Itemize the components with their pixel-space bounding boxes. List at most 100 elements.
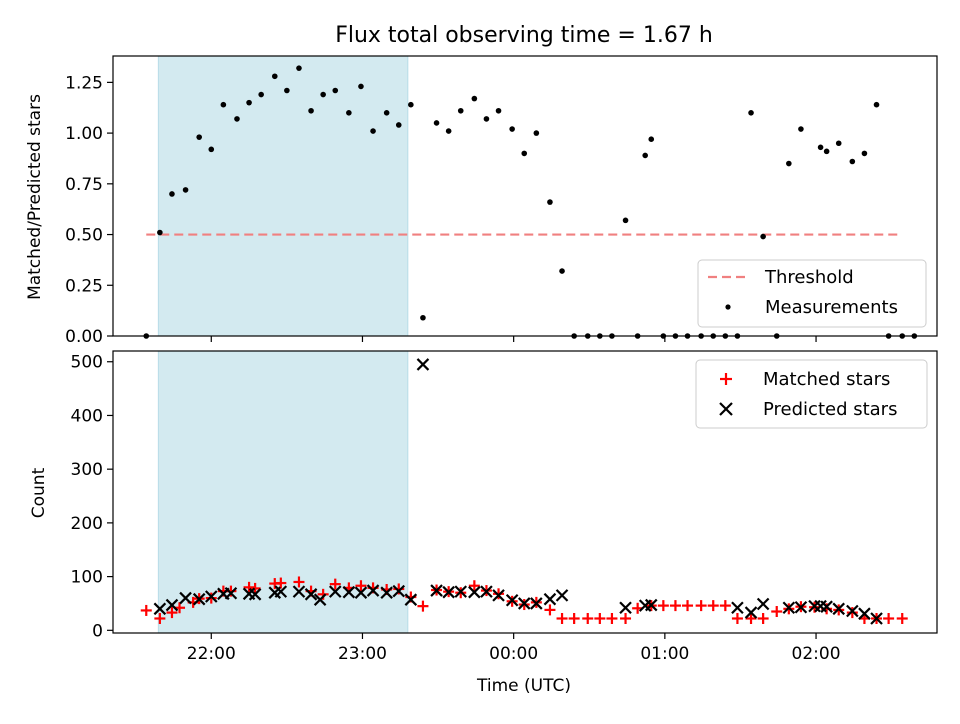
predicted-star-point [619, 601, 632, 615]
predicted-star-point [454, 585, 468, 598]
measurement-point [817, 144, 824, 151]
matched-star-point [582, 612, 594, 624]
measurement-point [521, 150, 528, 157]
matched-star-point [205, 592, 217, 604]
measurement-point [258, 91, 264, 98]
measurement-point [861, 150, 868, 157]
measurement-point [509, 126, 515, 132]
measurement-point [823, 148, 830, 155]
measurement-point [284, 87, 290, 94]
predicted-star-point [644, 598, 658, 612]
matched-star-point [154, 612, 166, 624]
measurement-point [271, 73, 278, 80]
predicted-star-point [380, 586, 393, 599]
top-panel: 0.00 0.25 0.50 0.75 1.00 1.25 Matched/Predict… [25, 55, 938, 347]
counts-series [140, 358, 908, 625]
bottom-y-tick-label: 500 [71, 353, 103, 373]
measurement-point [157, 229, 163, 236]
measurement-point [798, 126, 804, 132]
measurement-point [483, 116, 490, 122]
top-axes-frame [112, 55, 938, 337]
matched-star-point [757, 612, 769, 624]
predicted-star-point [204, 590, 218, 603]
predicted-star-point [153, 602, 167, 616]
bottom-panel: 0 100 200 300 400 500 Count 22:00 23:00 00:00 01… [29, 350, 938, 664]
predicted-star-point [404, 593, 418, 606]
measurement-point [457, 107, 464, 114]
predicted-star-point [731, 601, 744, 615]
measurement-point [648, 136, 655, 142]
x-tick-label: 22:00 [187, 644, 236, 664]
x-tick-label: 23:00 [338, 644, 387, 664]
predicted-star-point [756, 597, 770, 611]
matched-star-point [883, 612, 895, 624]
matched-star-point [468, 580, 480, 592]
predicted-star-point [354, 586, 368, 599]
bottom-y-tick-label: 0 [92, 621, 103, 641]
matched-legend-label: Matched stars [763, 369, 890, 390]
bottom-y-tick-label: 400 [71, 406, 103, 426]
top-y-tick-label: 0.50 [65, 226, 103, 246]
measurement-point [234, 116, 240, 122]
matched-star-point [771, 606, 783, 618]
predicted-star-point [468, 585, 481, 599]
predicted-star-point [248, 588, 262, 601]
top-y-tick-label: 0.75 [65, 175, 103, 195]
measurement-point [332, 87, 339, 94]
predicted-star-point [543, 592, 557, 606]
matched-star-point [669, 600, 681, 612]
measurement-point [420, 314, 426, 321]
predicted-star-point [392, 584, 406, 598]
chart-title: Flux total observing time = 1.67 h [335, 23, 713, 48]
predicted-star-point [505, 593, 519, 607]
matched-star-point [556, 612, 568, 624]
predicted-star-point [274, 585, 288, 598]
measurement-point [547, 199, 553, 205]
predicted-star-point [342, 585, 356, 599]
bottom-x-ticks: 22:00 23:00 00:00 01:00 02:00 [187, 633, 841, 664]
measurement-point [296, 65, 302, 71]
bottom-legend-box [695, 359, 928, 429]
matched-star-point [896, 612, 908, 624]
predicted-star-point [292, 585, 306, 598]
predicted-star-point [530, 597, 543, 610]
predicted-star-point [179, 591, 192, 605]
matched-star-point [140, 604, 152, 616]
matched-star-point [731, 612, 743, 624]
bottom-y-label: Count [29, 467, 49, 518]
measurement-point [169, 191, 175, 197]
measurements-legend-swatch [725, 304, 731, 310]
matched-star-point [166, 607, 178, 619]
matched-star-point [594, 612, 606, 624]
matched-star-point [606, 612, 618, 624]
measurement-point [308, 107, 314, 114]
top-legend-box [697, 259, 927, 328]
x-tick-label: 02:00 [792, 644, 841, 664]
predicted-star-point [744, 606, 758, 619]
measurement-point [533, 130, 540, 136]
measurement-point [182, 187, 189, 193]
measurement-point [208, 146, 215, 153]
measurement-point [320, 91, 326, 98]
matched-star-point [695, 600, 707, 612]
matched-star-point [745, 612, 757, 624]
matched-star-point [275, 577, 287, 589]
measurement-point [358, 83, 364, 90]
top-y-tick-label: 1.25 [65, 73, 103, 93]
measurement-point [748, 110, 754, 116]
matched-star-point [707, 600, 719, 612]
matched-star-point [355, 580, 367, 592]
bottom-axes-frame [112, 350, 938, 634]
top-y-axis: 0.00 0.25 0.50 0.75 1.00 1.25 [65, 73, 113, 347]
matched-star-point [493, 588, 505, 600]
measurement-point [445, 128, 452, 134]
matched-star-point [249, 582, 261, 594]
matched-star-point [293, 576, 305, 588]
matched-star-point [719, 600, 731, 612]
bottom-y-tick-label: 200 [71, 514, 103, 534]
top-y-tick-label: 1.00 [65, 124, 103, 144]
matched-star-point [846, 607, 858, 619]
predicted-star-point [366, 584, 380, 597]
top-shaded-span [157, 55, 409, 337]
predicted-star-point [794, 600, 808, 614]
